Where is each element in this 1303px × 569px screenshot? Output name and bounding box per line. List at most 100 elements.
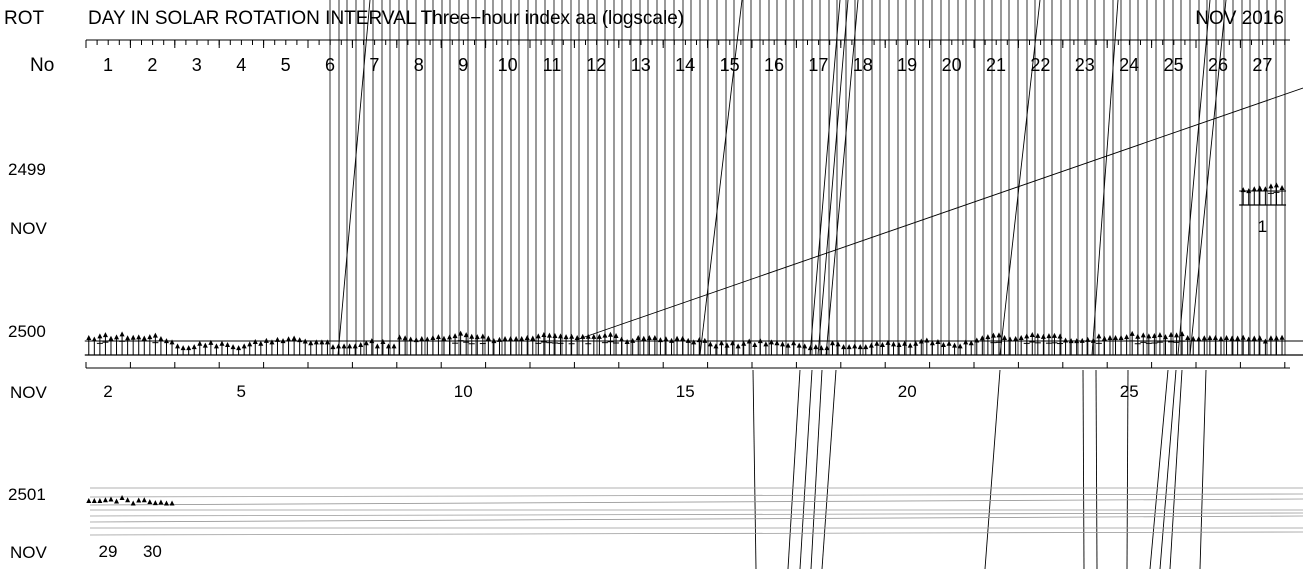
aa-marker	[863, 344, 869, 350]
aa-marker	[397, 334, 403, 340]
chart-title: DAY IN SOLAR ROTATION INTERVAL Three−hou…	[88, 8, 684, 29]
slanted-connector-line	[337, 0, 371, 356]
slanted-connector-line	[809, 0, 841, 356]
aa-marker	[1090, 337, 1096, 343]
aa-marker	[1124, 334, 1130, 340]
aa-marker	[857, 344, 863, 350]
aa-marker	[563, 334, 569, 340]
day-number-label: 14	[675, 55, 695, 75]
aa-marker	[691, 339, 697, 345]
day-number-label: 15	[720, 55, 740, 75]
aa-marker	[968, 340, 974, 346]
horizontal-connector-line	[89, 531, 1303, 536]
slanted-connector-line	[575, 87, 1303, 341]
day-number-label: 12	[586, 55, 606, 75]
aa-marker	[1135, 333, 1141, 339]
aa-marker	[141, 497, 147, 503]
aa-marker	[1279, 185, 1285, 190]
aa-marker	[768, 339, 774, 345]
slanted-connector-line	[1199, 369, 1207, 569]
aa-marker	[879, 341, 885, 347]
aa-marker	[535, 333, 541, 339]
aa-marker	[613, 333, 619, 339]
aa-marker	[741, 340, 747, 346]
aa-marker	[424, 336, 430, 342]
rotation-number: 2499	[8, 160, 46, 179]
no-label: No	[30, 55, 54, 76]
aa-marker	[1007, 336, 1013, 342]
aa-marker	[818, 345, 824, 351]
day-number-label: 26	[1208, 55, 1228, 75]
aa-marker	[119, 331, 125, 337]
aa-marker	[1157, 332, 1163, 338]
date-label: 15	[676, 382, 695, 401]
slanted-connector-line	[821, 369, 837, 569]
aa-marker	[152, 500, 158, 506]
slanted-connector-line	[699, 0, 743, 356]
aa-marker	[469, 333, 475, 339]
horizontal-connector-line	[89, 493, 1303, 498]
aa-marker	[1268, 183, 1274, 189]
aa-marker	[1046, 333, 1052, 339]
horizontal-connector-line	[89, 515, 1303, 523]
aa-marker	[158, 335, 164, 341]
rotation-row-2501: 2501 NOV 29 30	[8, 485, 175, 562]
aa-marker	[1207, 335, 1213, 340]
aa-marker	[208, 339, 214, 345]
day-number-label: 3	[192, 55, 202, 75]
aa-marker	[374, 343, 380, 349]
aa-marker	[791, 340, 797, 346]
aa-marker	[258, 340, 264, 346]
aa-marker	[846, 344, 852, 350]
date-label: 2	[103, 382, 112, 401]
aa-marker	[852, 343, 858, 349]
aa-marker	[957, 343, 963, 349]
aa-marker	[108, 496, 114, 502]
aa-marker	[1273, 182, 1279, 188]
aa-marker	[102, 332, 108, 338]
day-number-label: 20	[942, 55, 962, 75]
aa-marker	[702, 337, 708, 343]
aa-marker	[291, 335, 297, 341]
aa-marker	[1279, 334, 1285, 340]
day-number-label: 16	[764, 55, 784, 75]
aa-marker	[1273, 335, 1279, 341]
aa-marker	[391, 343, 397, 349]
aa-marker	[752, 341, 758, 347]
aa-marker	[1257, 335, 1263, 341]
aa-marker	[924, 337, 930, 343]
aa-marker	[607, 331, 613, 337]
horizontal-connector-line	[89, 498, 1303, 506]
aa-marker	[868, 342, 874, 348]
aa-marker	[680, 335, 686, 341]
aa-marker	[663, 336, 669, 342]
aa-marker	[186, 345, 192, 351]
aa-marker	[502, 335, 508, 341]
aa-marker	[136, 334, 142, 340]
aa-marker	[874, 340, 880, 346]
aa-marker	[996, 332, 1002, 338]
aa-marker	[685, 337, 691, 343]
aa-marker	[829, 340, 835, 346]
date-label: 10	[454, 382, 473, 401]
aa-marker	[447, 334, 453, 340]
aa-marker	[785, 342, 791, 348]
aa-marker	[480, 333, 486, 339]
aa-marker	[358, 341, 364, 347]
aa-marker	[1057, 333, 1063, 339]
aa-marker	[1174, 332, 1180, 338]
aa-marker	[824, 345, 830, 351]
aa-marker	[619, 336, 625, 342]
aa-marker	[1002, 335, 1008, 340]
slanted-connector-line	[984, 369, 1001, 569]
aa-marker	[219, 340, 225, 346]
aa-marker	[841, 344, 847, 350]
aa-marker	[896, 341, 902, 347]
aa-marker	[952, 342, 958, 348]
aa-marker	[352, 343, 358, 349]
aa-marker	[913, 340, 919, 346]
aa-marker	[530, 335, 536, 341]
aa-marker	[130, 500, 136, 506]
aa-marker	[541, 332, 547, 338]
slanted-connector-line	[817, 0, 849, 356]
